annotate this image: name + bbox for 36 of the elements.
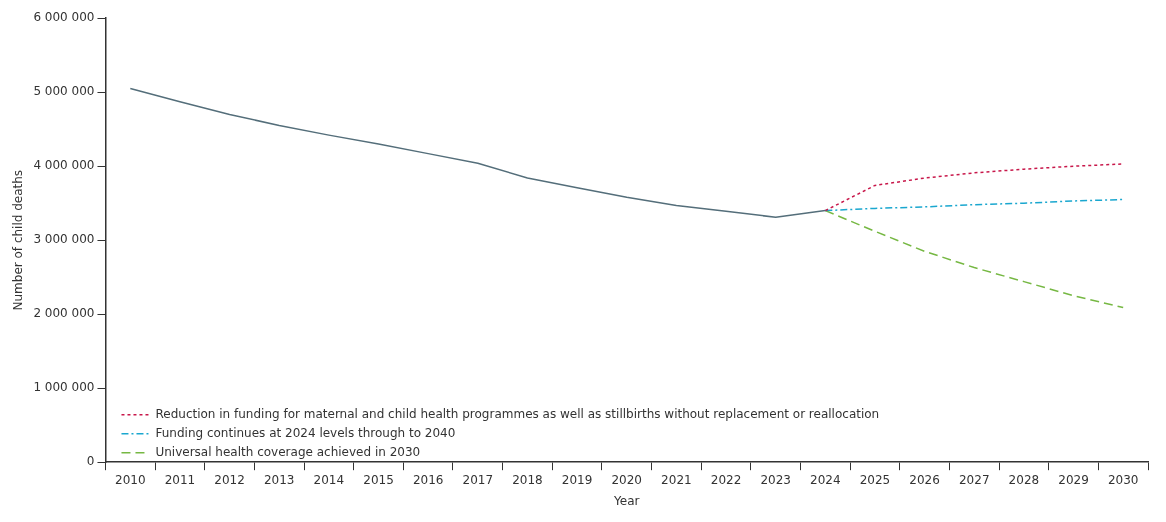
x-tick-label: 2029: [1058, 472, 1089, 487]
x-tick-label: 2011: [164, 472, 196, 487]
x-tick-label: 2018: [512, 472, 543, 487]
line-series: [824, 198, 1124, 212]
x-tick-label: 2024: [810, 472, 841, 487]
line-series: [824, 209, 1124, 309]
legend-label: Reduction in funding for maternal and child health programmes as well as stillbirths without replacement or reallocation: [155, 406, 880, 421]
x-tick-label: 2015: [363, 472, 394, 487]
x-tick-label: 2016: [412, 472, 444, 487]
x-tick-label: 2025: [859, 472, 891, 487]
x-tick-label: 2012: [214, 472, 245, 487]
y-tick-label: 0: [86, 454, 95, 469]
x-tick-label: 2023: [760, 472, 791, 487]
x-tick-label: 2026: [909, 472, 940, 487]
y-axis-title: Number of child deaths: [11, 169, 26, 311]
x-tick-label: 2017: [462, 472, 494, 487]
y-tick-label: 3 000 000: [33, 232, 95, 247]
x-tick-label: 2020: [611, 472, 643, 487]
x-tick-label: 2013: [263, 472, 295, 487]
x-tick-label: 2019: [561, 472, 593, 487]
x-tick-label: 2014: [313, 472, 345, 487]
legend-label: Funding continues at 2024 levels through to 2040: [155, 425, 456, 440]
y-tick-label: 4 000 000: [33, 158, 95, 173]
x-tick-label: 2028: [1008, 472, 1040, 487]
x-axis-title: Year: [613, 493, 640, 508]
y-tick-label: 5 000 000: [33, 84, 95, 99]
x-tick-label: 2022: [710, 472, 742, 487]
x-tick-label: 2021: [661, 472, 692, 487]
y-tick-label: 6 000 000: [33, 10, 95, 25]
x-tick-label: 2030: [1107, 472, 1139, 487]
x-tick-label: 2010: [115, 472, 146, 487]
x-tick-label: 2027: [958, 472, 990, 487]
line-series: [824, 163, 1124, 212]
y-tick-label: 1 000 000: [33, 380, 95, 395]
y-tick-label: 2 000 000: [33, 306, 95, 321]
legend-label: Universal health coverage achieved in 2030: [155, 444, 421, 459]
